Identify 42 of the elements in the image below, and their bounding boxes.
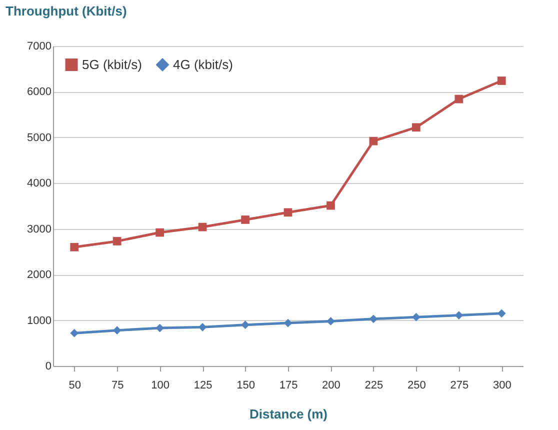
point [156, 228, 164, 237]
point [454, 311, 464, 320]
point [326, 317, 335, 326]
y-tick-label: 7000 [27, 40, 52, 52]
point [112, 237, 122, 246]
legend-label: 5G (kbit/s) [82, 56, 142, 72]
y-axis-title: Throughput (Kbit/s) [6, 4, 127, 18]
x-tick-label: 250 [408, 380, 426, 392]
x-tick-label: 50 [68, 380, 81, 392]
x-tick-label: 300 [492, 380, 512, 392]
y-tick-label: 2000 [27, 269, 52, 282]
y-tick-label: 3000 [27, 223, 52, 236]
point [326, 201, 335, 210]
y-tick-label: 4000 [27, 178, 52, 190]
point [241, 216, 250, 224]
point [70, 242, 79, 252]
point [284, 208, 292, 217]
point [198, 222, 207, 232]
y-tick-label: 1000 [27, 314, 52, 327]
x-tick-label: 125 [194, 380, 212, 392]
point [70, 328, 79, 338]
point [156, 324, 164, 332]
x-tick-label: 275 [450, 380, 469, 392]
x-tick-label: 200 [322, 380, 340, 392]
legend-label: 4G (kbit/s) [173, 56, 233, 72]
x-tick-label: 100 [151, 380, 170, 392]
point [497, 76, 506, 85]
point [369, 136, 378, 146]
point [412, 123, 420, 132]
x-axis-title: Distance (m) [249, 406, 328, 422]
y-tick-label: 6000 [27, 86, 52, 98]
x-tick-label: 175 [279, 380, 298, 392]
point [454, 94, 464, 104]
point [241, 320, 250, 330]
x-tick-label: 150 [236, 380, 255, 392]
x-tick-label: 75 [111, 380, 124, 392]
point [412, 312, 420, 322]
y-tick-label: 5000 [27, 132, 52, 144]
y-tick-label: 0 [45, 360, 52, 372]
point [112, 326, 122, 335]
point [284, 318, 292, 328]
x-tick-label: 225 [364, 380, 384, 392]
